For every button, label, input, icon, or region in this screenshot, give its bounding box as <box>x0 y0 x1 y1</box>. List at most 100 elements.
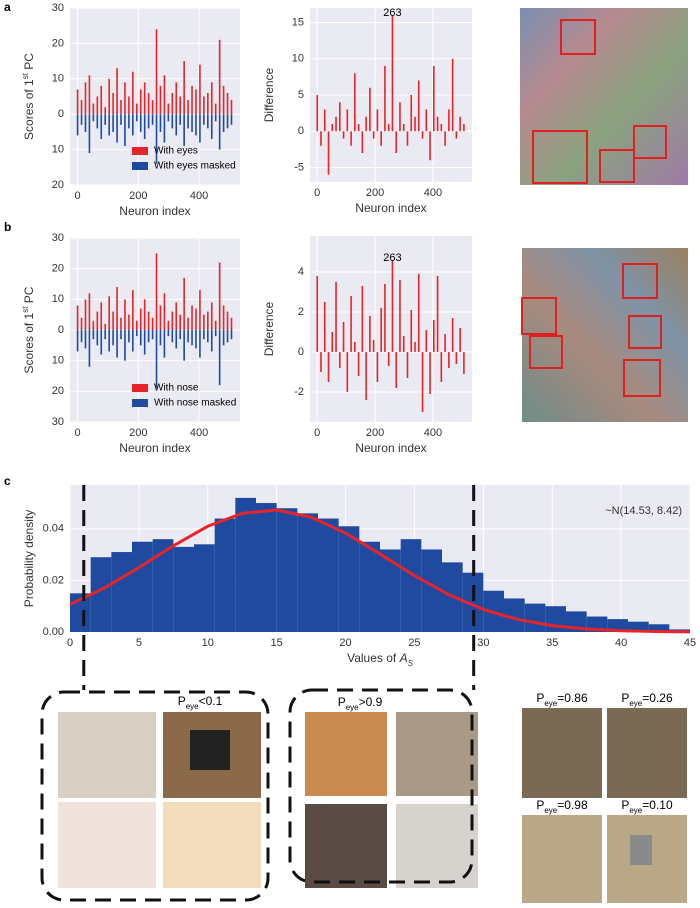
bar <box>222 85 225 115</box>
bar <box>399 102 401 132</box>
bar <box>455 352 458 364</box>
x-tick-label: 10 <box>202 637 214 649</box>
x-tick-label: 400 <box>424 427 442 439</box>
bar <box>195 114 197 136</box>
bar <box>429 131 431 161</box>
bar <box>112 92 114 115</box>
bar <box>222 330 225 346</box>
bar <box>76 305 79 330</box>
bar <box>88 75 91 115</box>
caption-symbol: P <box>621 798 629 812</box>
bar <box>100 330 103 355</box>
bar <box>455 131 458 139</box>
bar <box>88 330 91 367</box>
bar <box>350 131 352 146</box>
bar <box>335 282 337 352</box>
feature-visualization <box>520 8 688 185</box>
bar <box>179 114 181 125</box>
selection-box <box>288 688 474 884</box>
histogram-bar <box>359 541 380 632</box>
bar <box>230 330 233 340</box>
bar <box>203 114 205 125</box>
bar <box>135 320 138 330</box>
bar <box>210 82 213 115</box>
bar <box>316 276 319 352</box>
caption-symbol: P <box>536 691 544 705</box>
bar <box>76 89 79 115</box>
bar <box>88 114 91 154</box>
caption-value: <0.1 <box>199 694 223 708</box>
bar <box>327 352 330 382</box>
y-axis-label-part: Probability density <box>22 510 36 607</box>
bar <box>425 330 428 352</box>
y-tick-label: 0 <box>58 108 64 120</box>
y-tick-label: 5 <box>298 89 304 101</box>
histogram-bar <box>152 539 174 632</box>
bar <box>191 114 193 132</box>
bar <box>369 316 371 352</box>
bar <box>163 330 166 358</box>
caption-value: =0.86 <box>557 691 588 705</box>
bar <box>417 80 420 132</box>
caption-value: >0.9 <box>359 695 383 709</box>
y-tick-label: -2 <box>294 386 304 398</box>
bar <box>230 317 233 330</box>
bar <box>167 330 170 337</box>
x-axis-label: Neuron index <box>119 441 190 455</box>
bar <box>84 299 87 330</box>
histogram-bar <box>194 544 215 632</box>
bar <box>218 330 221 386</box>
bar <box>214 330 217 337</box>
y-tick-label: -5 <box>294 161 304 173</box>
bar <box>376 109 379 132</box>
bar <box>112 311 114 330</box>
bar <box>108 114 110 136</box>
bar <box>132 330 134 352</box>
bar <box>327 131 330 175</box>
bar <box>187 114 189 129</box>
bar <box>147 311 150 330</box>
histogram-bar <box>214 518 236 632</box>
bar <box>159 85 162 115</box>
bar <box>183 61 185 115</box>
legend-label: With nose masked <box>154 398 236 409</box>
bar <box>191 305 193 330</box>
bar <box>210 330 213 352</box>
bar <box>167 114 170 122</box>
bar <box>120 330 122 340</box>
bar <box>218 262 221 330</box>
bar <box>354 342 356 352</box>
x-tick-label: 0 <box>75 427 81 439</box>
caption-symbol: P <box>338 695 346 709</box>
bar <box>179 330 181 340</box>
bar <box>429 352 431 394</box>
x-axis-label-text: Values of <box>347 651 399 665</box>
bar <box>207 311 209 330</box>
bar <box>226 330 229 343</box>
x-tick-label: 400 <box>190 190 208 202</box>
density-curve <box>69 508 691 634</box>
bar <box>199 330 201 358</box>
histogram-bar <box>380 549 401 632</box>
y-tick-label: 15 <box>292 16 304 28</box>
photo-caption: Peye<0.1 <box>178 694 223 710</box>
bar <box>214 103 217 115</box>
bar <box>171 330 174 343</box>
y-tick-label: 30 <box>52 232 64 244</box>
bar <box>199 290 201 330</box>
bar <box>433 320 435 352</box>
bar <box>451 318 454 352</box>
bar <box>183 277 185 330</box>
bar <box>361 131 364 153</box>
x-axis-label-text: Neuron index <box>119 204 190 218</box>
selection-box <box>40 690 270 902</box>
bar <box>92 114 95 122</box>
x-axis-label-subscript: S <box>408 659 414 668</box>
x-tick-label: 200 <box>129 190 147 202</box>
bar <box>218 114 221 150</box>
bar <box>226 114 229 129</box>
annotation: 263 <box>383 252 401 264</box>
bar <box>391 260 394 352</box>
bar <box>100 114 103 139</box>
x-tick-label: 200 <box>366 427 384 439</box>
